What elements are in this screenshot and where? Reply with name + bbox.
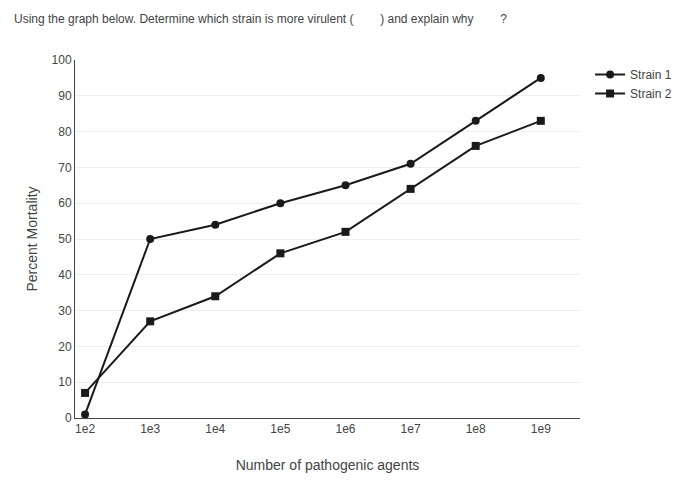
- svg-text:Strain 2: Strain 2: [630, 87, 672, 101]
- svg-text:10: 10: [58, 375, 72, 389]
- svg-text:Number of pathogenic agents: Number of pathogenic agents: [236, 457, 420, 473]
- svg-text:Percent Mortality: Percent Mortality: [24, 186, 40, 291]
- svg-text:100: 100: [52, 53, 72, 67]
- svg-text:1e9: 1e9: [531, 422, 551, 436]
- svg-text:Using the graph below. Determi: Using the graph below. Determine which s…: [14, 12, 507, 26]
- svg-text:1e7: 1e7: [401, 422, 421, 436]
- svg-text:Strain 1: Strain 1: [630, 68, 672, 82]
- svg-text:1e8: 1e8: [466, 422, 486, 436]
- svg-text:30: 30: [58, 304, 72, 318]
- svg-text:40: 40: [58, 268, 72, 282]
- svg-text:90: 90: [58, 89, 72, 103]
- svg-text:1e4: 1e4: [205, 422, 225, 436]
- svg-text:0: 0: [65, 411, 72, 425]
- svg-text:1e2: 1e2: [75, 422, 95, 436]
- svg-text:1e5: 1e5: [270, 422, 290, 436]
- svg-text:1e3: 1e3: [140, 422, 160, 436]
- svg-text:70: 70: [58, 161, 72, 175]
- svg-text:1e6: 1e6: [335, 422, 355, 436]
- svg-text:50: 50: [58, 232, 72, 246]
- svg-text:60: 60: [58, 196, 72, 210]
- svg-text:20: 20: [58, 340, 72, 354]
- svg-text:80: 80: [58, 125, 72, 139]
